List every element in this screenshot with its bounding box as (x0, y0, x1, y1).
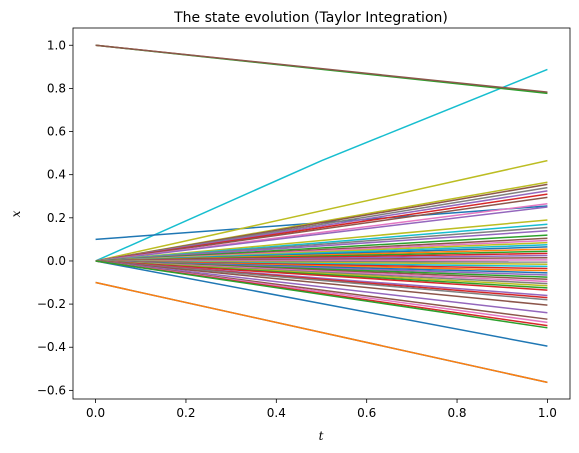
x-tick-label: 1.0 (538, 406, 557, 420)
x-axis-label: t (319, 429, 324, 443)
y-tick-label: −0.6 (37, 383, 66, 397)
series-line-47 (95, 260, 548, 291)
series-line-8 (95, 44, 548, 93)
y-tick-label: 0.4 (47, 168, 66, 182)
series-line-2 (95, 281, 548, 384)
x-axis-ticks: 0.0 0.2 0.4 0.6 0.8 1.0 (86, 399, 557, 420)
x-tick-label: 0.8 (447, 406, 466, 420)
x-tick-label: 0.4 (267, 406, 286, 420)
y-axis-label: x (9, 210, 23, 217)
series-line-51 (95, 260, 548, 306)
y-tick-label: −0.2 (37, 297, 66, 311)
series-line-17 (95, 206, 548, 262)
chart-title: The state evolution (Taylor Integration) (173, 10, 448, 26)
y-tick-label: 0.0 (47, 254, 66, 268)
y-tick-label: 0.8 (47, 81, 66, 95)
series-line-5 (95, 260, 548, 347)
y-tick-label: 0.6 (47, 125, 66, 139)
series-line-15 (95, 196, 548, 262)
x-tick-label: 0.0 (86, 406, 105, 420)
series-line-52 (95, 260, 548, 314)
y-tick-label: 1.0 (47, 38, 66, 52)
series-line-50 (95, 260, 548, 301)
series-line-9 (95, 159, 548, 262)
series-line-56 (95, 260, 548, 329)
y-axis-ticks: −0.6 −0.4 −0.2 0.0 0.2 0.4 0.6 0.8 1.0 (37, 38, 73, 397)
plot-lines (95, 44, 548, 384)
plot-frame (72, 27, 571, 400)
x-tick-label: 0.6 (357, 406, 376, 420)
y-tick-label: 0.2 (47, 211, 66, 225)
series-line-3 (95, 68, 548, 262)
y-tick-label: −0.4 (37, 340, 66, 354)
x-tick-label: 0.2 (176, 406, 195, 420)
